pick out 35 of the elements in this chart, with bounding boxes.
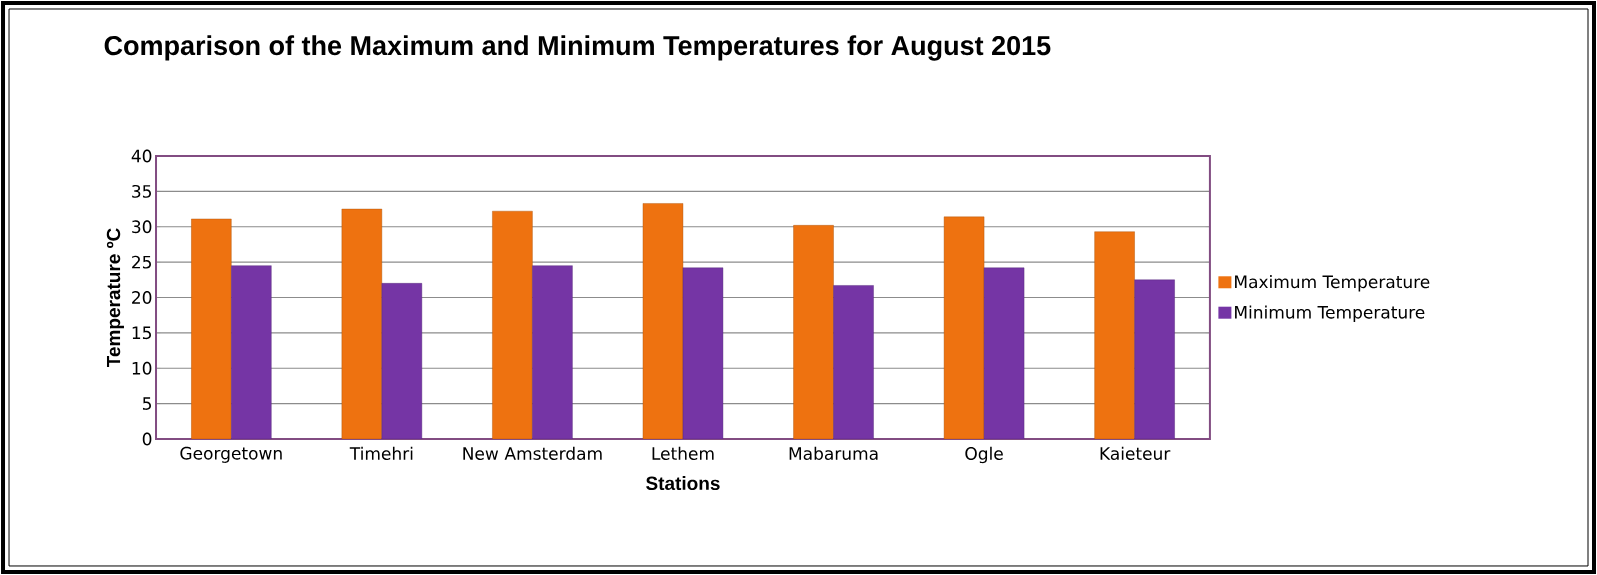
y-tick-label: 35 <box>132 184 151 198</box>
x-tick-label: New Amsterdam <box>463 446 602 460</box>
bar <box>381 283 423 439</box>
x-tick-label: Timehri <box>349 446 413 460</box>
x-tick-label: Mabaruma <box>789 446 878 460</box>
legend-label: Maximum Temperature <box>1235 275 1430 292</box>
legend-label: Minimum Temperature <box>1235 305 1425 322</box>
bar <box>1094 231 1135 439</box>
bar <box>682 267 724 439</box>
x-tick-label: Lethem <box>652 446 714 460</box>
y-axis-title: Temperature ºC <box>106 228 124 368</box>
bar <box>943 216 985 439</box>
x-tick-label: Georgetown <box>180 446 282 463</box>
y-tick-label: 20 <box>132 291 152 304</box>
bar <box>833 285 874 439</box>
bar <box>642 203 684 439</box>
y-tick-label: 5 <box>142 397 151 410</box>
y-tick-label: 30 <box>132 220 152 234</box>
bar <box>492 210 533 439</box>
y-tick-label: 0 <box>142 432 152 446</box>
bar <box>793 225 834 439</box>
bar <box>341 208 383 439</box>
bar <box>983 267 1025 439</box>
y-tick-label: 15 <box>132 326 151 340</box>
y-tick-label: 25 <box>132 255 151 269</box>
y-tick-label: 10 <box>132 361 152 375</box>
bar <box>1134 279 1175 439</box>
x-axis-title: Stations <box>646 476 720 491</box>
bar <box>532 265 573 439</box>
x-tick-label: Kaieteur <box>1100 446 1171 460</box>
chart-title: Comparison of the Maximum and Minimum Temperatures for August 2015 <box>104 35 1051 61</box>
bar <box>191 218 232 439</box>
bar <box>231 265 272 439</box>
x-tick-label: Ogle <box>965 446 1003 464</box>
y-tick-label: 40 <box>131 149 152 163</box>
